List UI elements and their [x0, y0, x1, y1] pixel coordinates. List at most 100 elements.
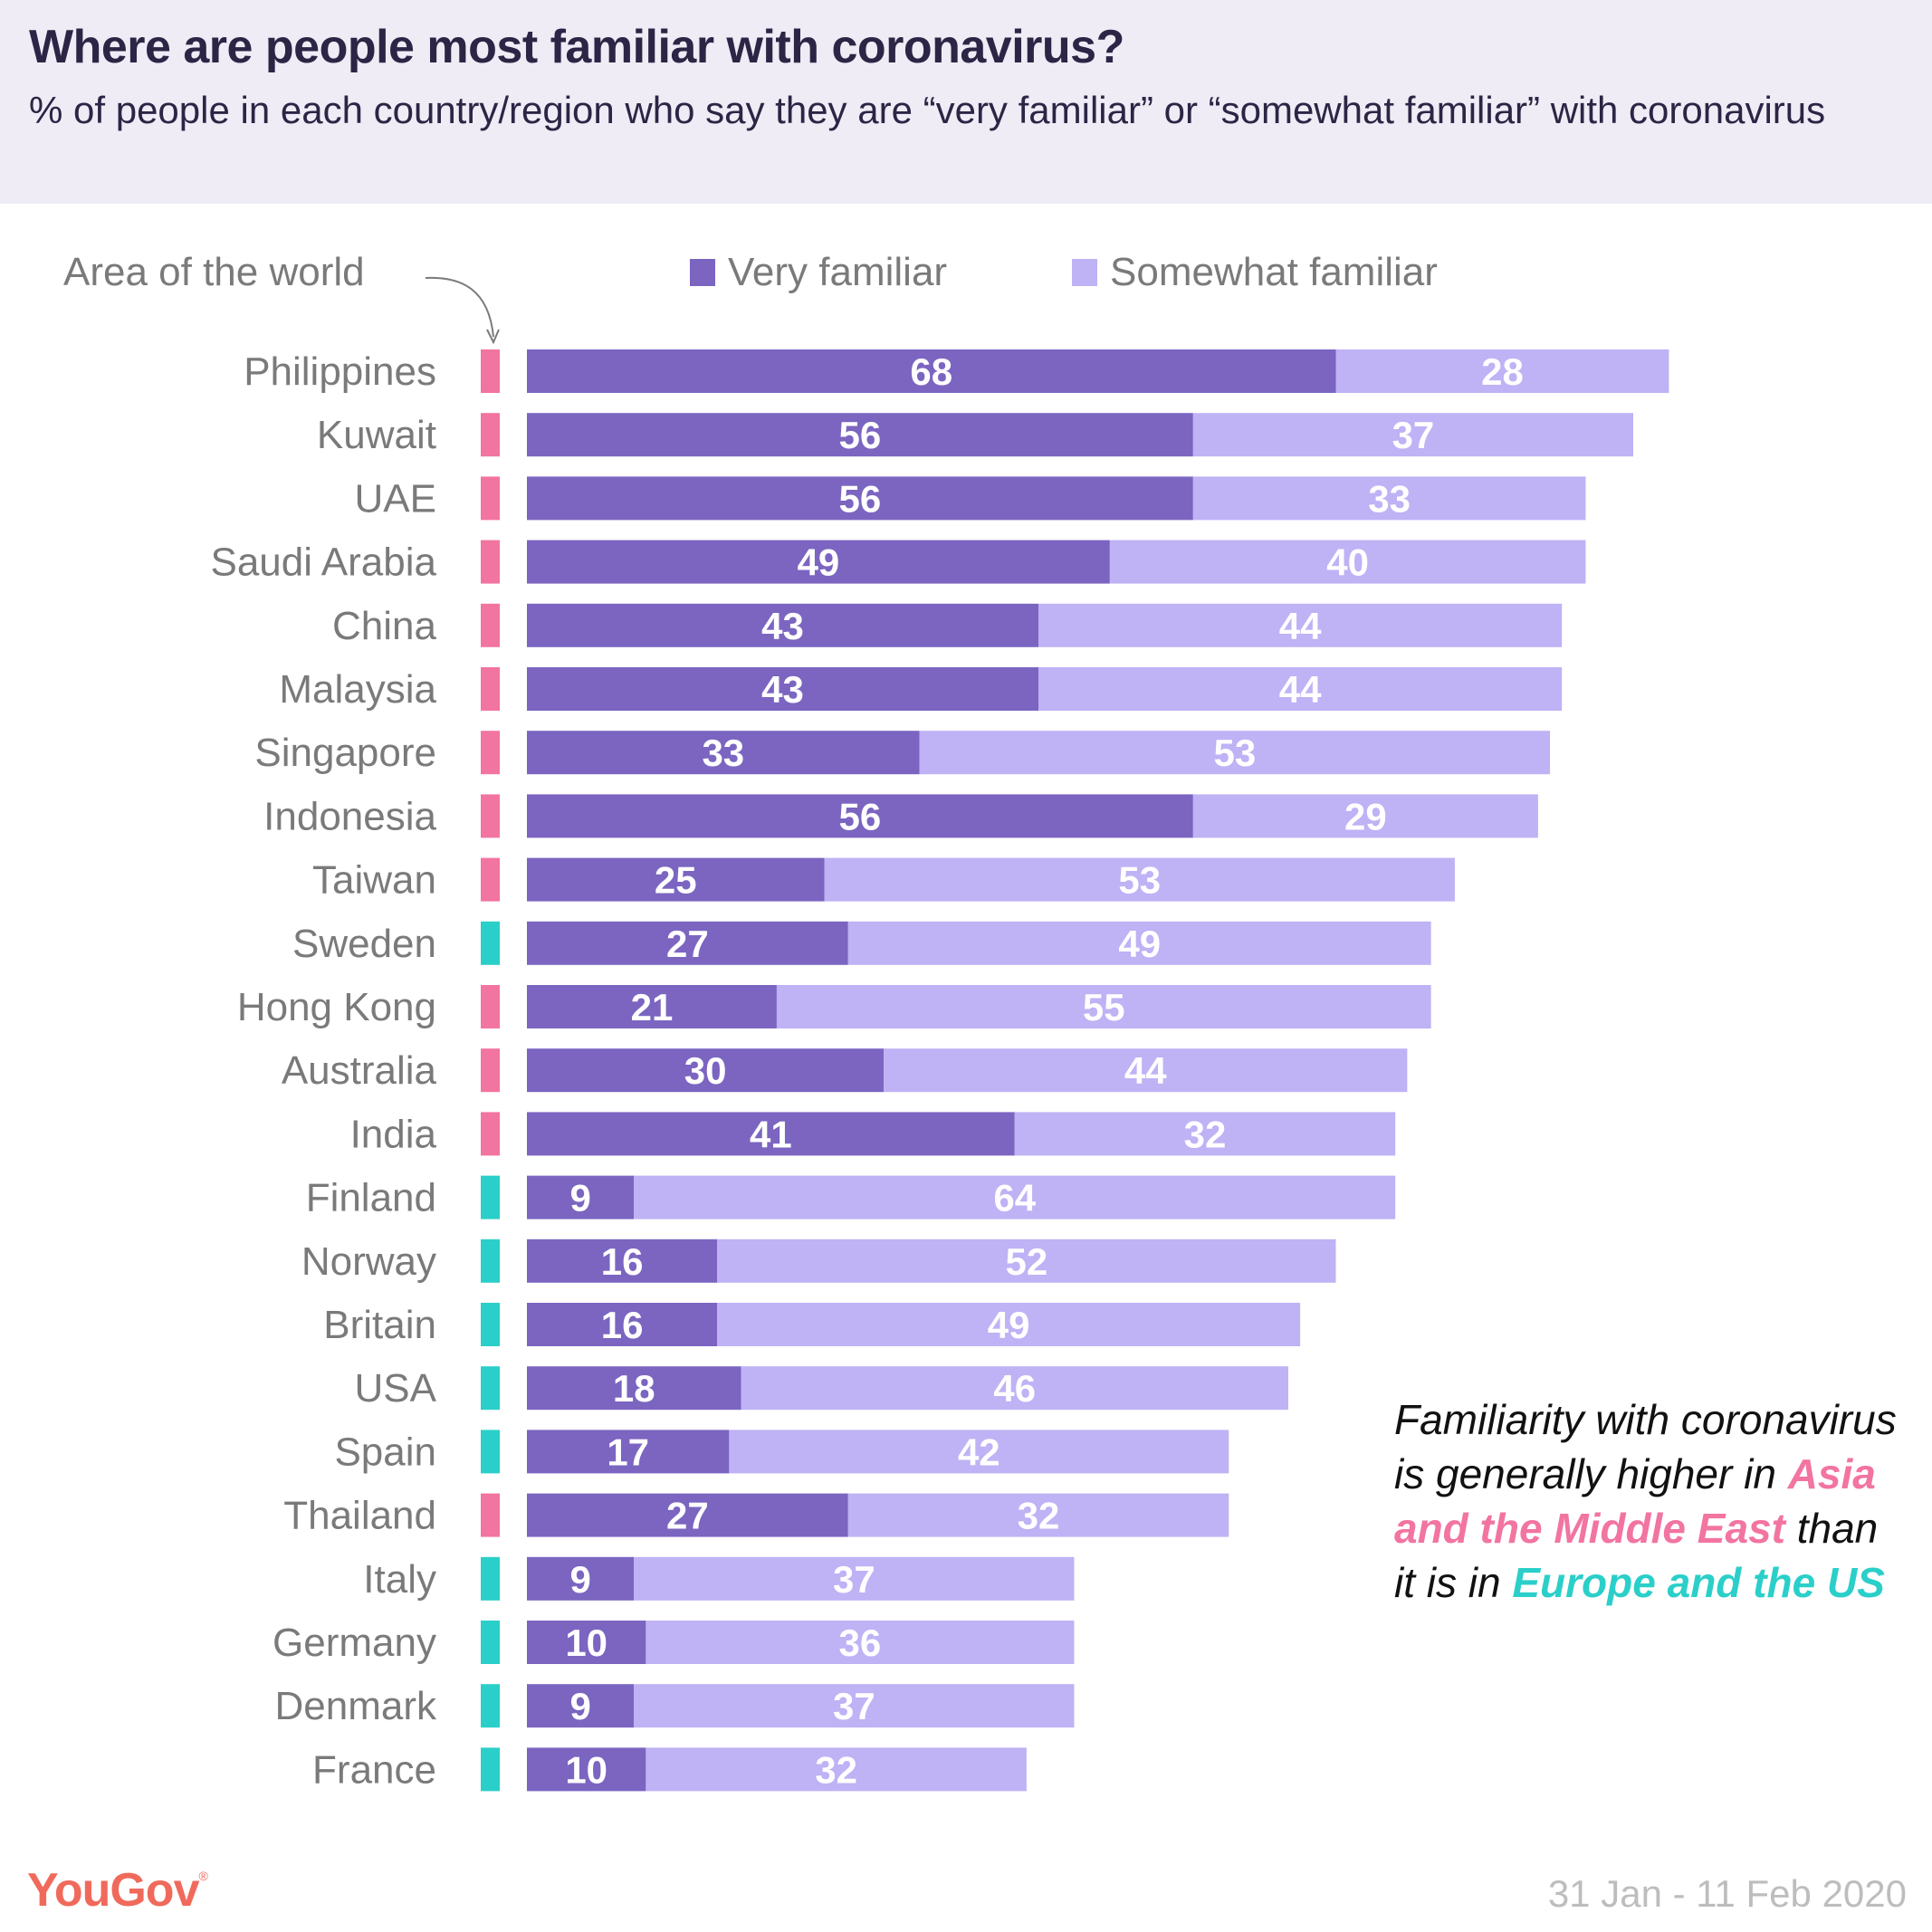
area-label-arrow [425, 276, 494, 338]
data-label-somewhat-familiar: 53 [1213, 732, 1256, 774]
bar-very-familiar [527, 794, 1193, 838]
bar-very-familiar [527, 476, 1193, 521]
region-marker [481, 1621, 500, 1664]
bar-very-familiar [527, 1112, 1015, 1156]
annotation-highlight-asia: Asia and the Middle East [1394, 1450, 1876, 1552]
data-label-very-familiar: 9 [569, 1177, 590, 1219]
legend-swatch-very-familiar [690, 259, 715, 286]
area-of-world-label: Area of the world [63, 250, 365, 294]
region-marker [481, 1303, 500, 1346]
category-label: Thailand [283, 1494, 436, 1538]
category-label: France [312, 1747, 436, 1792]
data-label-very-familiar: 10 [565, 1748, 607, 1791]
region-marker [481, 540, 500, 584]
data-label-somewhat-familiar: 36 [839, 1621, 882, 1664]
category-label: Spain [334, 1430, 436, 1474]
bar-very-familiar [527, 1556, 635, 1601]
data-label-very-familiar: 9 [569, 1685, 590, 1727]
region-marker [481, 1112, 500, 1156]
category-label: Taiwan [312, 858, 436, 903]
region-marker [481, 1366, 500, 1411]
bar-somewhat-familiar [1192, 476, 1586, 521]
region-marker [481, 603, 500, 647]
bar-very-familiar [527, 1239, 718, 1283]
data-label-somewhat-familiar: 64 [993, 1177, 1036, 1219]
bar-very-familiar [527, 1684, 635, 1728]
category-label: UAE [355, 476, 436, 521]
data-label-somewhat-familiar: 37 [833, 1685, 875, 1727]
bar-very-familiar [527, 1303, 718, 1346]
data-label-very-familiar: 16 [601, 1240, 644, 1283]
region-marker [481, 1493, 500, 1537]
bar-somewhat-familiar [919, 731, 1551, 775]
data-label-somewhat-familiar: 53 [1118, 859, 1161, 902]
data-label-somewhat-familiar: 55 [1083, 986, 1125, 1028]
data-label-very-familiar: 18 [613, 1367, 655, 1410]
region-marker [481, 985, 500, 1028]
data-label-very-familiar: 25 [655, 859, 697, 902]
category-label: Italy [363, 1557, 436, 1602]
region-marker [481, 857, 500, 902]
chart-subtitle: % of people in each country/region who s… [29, 89, 1826, 131]
chart-title: Where are people most familiar with coro… [29, 21, 1124, 73]
data-label-somewhat-familiar: 33 [1368, 477, 1411, 520]
data-label-somewhat-familiar: 37 [1392, 414, 1435, 456]
category-label: Denmark [275, 1684, 437, 1728]
data-label-somewhat-familiar: 44 [1279, 605, 1322, 647]
data-label-very-familiar: 41 [750, 1113, 792, 1155]
bar-very-familiar [527, 540, 1110, 584]
data-label-somewhat-familiar: 49 [988, 1304, 1030, 1346]
data-label-somewhat-familiar: 32 [815, 1748, 857, 1791]
bar-very-familiar [527, 603, 1039, 647]
data-label-very-familiar: 68 [910, 350, 952, 393]
bar-very-familiar [527, 349, 1336, 393]
data-label-very-familiar: 43 [761, 605, 804, 647]
data-label-very-familiar: 33 [702, 732, 744, 774]
region-marker [481, 413, 500, 457]
data-label-somewhat-familiar: 37 [833, 1558, 875, 1601]
annotation-text-1: Familiarity with coronavirus is generall… [1394, 1396, 1897, 1497]
bar-very-familiar [527, 413, 1193, 457]
region-marker [481, 1747, 500, 1792]
bar-somewhat-familiar [1038, 603, 1563, 647]
bar-somewhat-familiar [1192, 413, 1634, 457]
data-label-very-familiar: 49 [798, 541, 840, 584]
category-label: Philippines [244, 349, 436, 394]
bar-very-familiar [527, 1366, 741, 1411]
bar-somewhat-familiar [847, 1493, 1229, 1537]
category-label: Australia [282, 1048, 437, 1093]
category-label: Kuwait [317, 413, 436, 457]
data-label-somewhat-familiar: 28 [1481, 350, 1524, 393]
region-marker [481, 1684, 500, 1728]
bar-very-familiar [527, 1493, 848, 1537]
data-label-somewhat-familiar: 40 [1326, 541, 1369, 584]
bar-somewhat-familiar [634, 1556, 1075, 1601]
region-marker [481, 921, 500, 965]
data-label-very-familiar: 56 [839, 795, 882, 837]
region-marker [481, 667, 500, 711]
date-range: 31 Jan - 11 Feb 2020 [1547, 1872, 1907, 1915]
bar-very-familiar [527, 985, 777, 1028]
bar-somewhat-familiar [717, 1239, 1336, 1283]
data-label-somewhat-familiar: 42 [958, 1430, 1000, 1473]
bar-somewhat-familiar [824, 857, 1455, 902]
bar-somewhat-familiar [634, 1684, 1075, 1728]
category-label: Singapore [254, 731, 436, 775]
region-marker [481, 1048, 500, 1093]
data-label-very-familiar: 56 [839, 477, 882, 520]
data-label-somewhat-familiar: 49 [1118, 923, 1161, 965]
yougov-logo: YouGov® [27, 1863, 208, 1918]
data-label-somewhat-familiar: 44 [1279, 668, 1322, 711]
bar-somewhat-familiar [1014, 1112, 1396, 1156]
category-label: Finland [306, 1176, 436, 1220]
bar-somewhat-familiar [776, 985, 1431, 1028]
data-label-very-familiar: 21 [631, 986, 674, 1028]
data-label-very-familiar: 27 [666, 1495, 709, 1537]
category-label: USA [355, 1366, 437, 1411]
bar-very-familiar [527, 667, 1039, 711]
data-label-very-familiar: 16 [601, 1304, 644, 1346]
bar-very-familiar [527, 1175, 635, 1219]
bar-somewhat-familiar [1109, 540, 1586, 584]
region-marker [481, 476, 500, 521]
